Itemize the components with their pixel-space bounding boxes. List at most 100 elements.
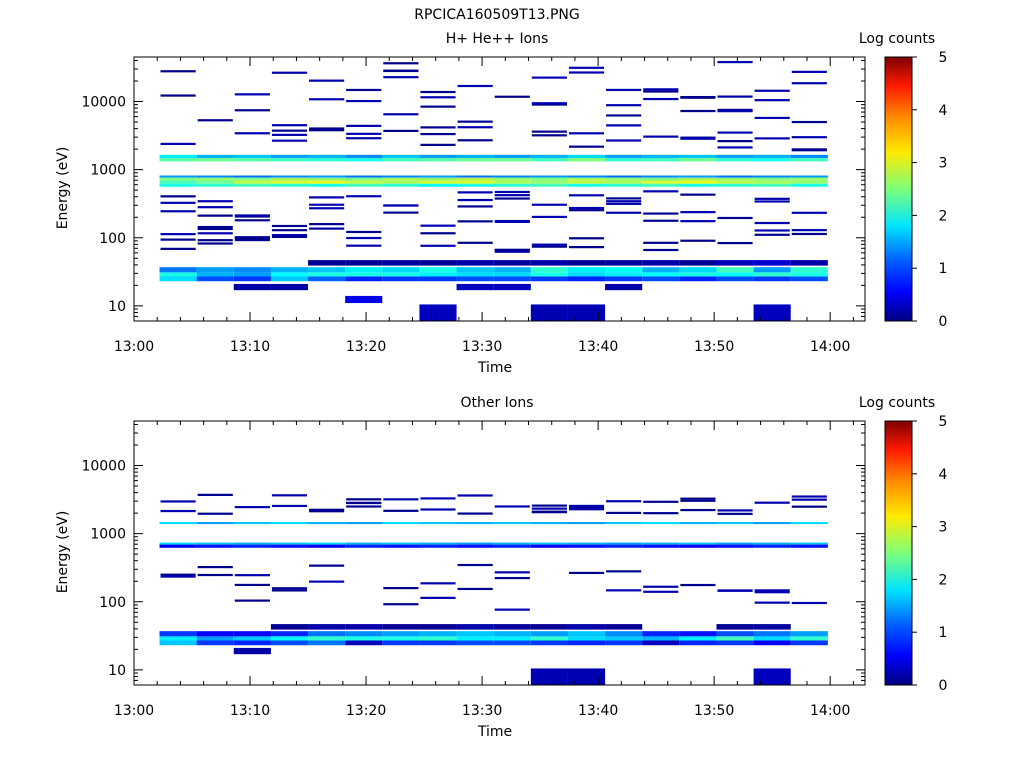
spectrogram-cell <box>493 175 531 178</box>
count-speckle <box>643 190 679 193</box>
spectrogram-cell <box>196 522 234 525</box>
count-speckle <box>791 495 827 498</box>
spectrogram-cell <box>642 544 680 548</box>
count-speckle <box>717 108 753 112</box>
count-speckle <box>420 596 456 599</box>
count-speckle <box>346 124 382 127</box>
spectrogram-cell <box>493 180 531 184</box>
spectrogram-cell <box>567 158 606 162</box>
spectrogram-cell <box>753 267 791 273</box>
spectrogram-cell <box>530 544 568 548</box>
count-speckle <box>568 194 605 197</box>
spectrogram-cell <box>233 640 271 646</box>
count-speckle <box>791 120 827 124</box>
spectrogram-cell <box>605 260 643 266</box>
spectrogram-cell <box>790 522 828 525</box>
spectrogram-cell <box>345 295 383 304</box>
spectrogram-cell <box>716 272 754 277</box>
count-speckle <box>160 509 196 513</box>
spectrogram-cell <box>642 631 680 637</box>
spectrogram-cell <box>196 175 234 178</box>
spectrogram-cell <box>382 267 420 273</box>
spectrogram-cell <box>233 267 271 273</box>
count-speckle <box>346 132 382 135</box>
count-speckle <box>309 127 345 130</box>
spectrogram-cell <box>605 272 643 277</box>
spectrogram-cell <box>196 636 234 641</box>
count-speckle <box>420 497 456 500</box>
count-speckle <box>494 576 530 580</box>
spectrogram-cell <box>753 544 791 548</box>
spectrogram-cell <box>456 276 494 282</box>
spectrogram-cell <box>716 180 754 184</box>
spectrogram-cell <box>642 542 680 545</box>
spectrogram-cell <box>456 272 494 277</box>
count-speckle <box>346 230 382 234</box>
spectrogram-cell <box>605 631 643 637</box>
count-speckle <box>234 599 270 602</box>
spectrogram-cell <box>270 283 309 291</box>
spectrogram-cell <box>196 154 234 159</box>
spectrogram-cell <box>530 640 568 646</box>
spectrogram-cell <box>419 304 457 321</box>
spectrogram-cell <box>345 542 383 545</box>
spectrogram-cell <box>605 175 643 178</box>
spectrogram-cell <box>456 522 494 525</box>
spectrogram-cell <box>456 631 494 637</box>
spectrogram-cell <box>419 154 457 159</box>
spectrogram-cell <box>196 267 234 273</box>
spectrogram-cell <box>419 180 457 184</box>
count-speckle <box>160 70 196 73</box>
spectrogram-cell <box>419 272 457 277</box>
spectrogram-cell <box>530 267 568 273</box>
spectrogram-cell <box>382 175 420 178</box>
count-speckle <box>494 197 530 200</box>
spectrogram-cell <box>345 522 383 525</box>
count-speckle <box>160 233 196 236</box>
spectrogram-cell <box>753 272 791 277</box>
spectrogram-cell <box>567 183 606 187</box>
spectrogram-cell <box>196 544 234 548</box>
spectrogram-cell <box>159 183 197 187</box>
spectrogram-cell <box>345 183 383 187</box>
spectrogram-cell <box>159 175 197 178</box>
x-axis-label: Time <box>477 724 512 740</box>
count-speckle <box>754 89 790 92</box>
count-speckle <box>197 225 233 229</box>
count-speckle <box>754 197 790 200</box>
count-speckle <box>457 220 493 223</box>
count-speckle <box>754 589 790 592</box>
spectrogram-cell <box>530 158 568 162</box>
count-speckle <box>234 583 270 587</box>
spectrogram-cell <box>456 183 494 187</box>
spectrogram-cell <box>530 272 568 277</box>
count-speckle <box>420 132 456 136</box>
spectrogram-cell <box>493 272 531 277</box>
spectrogram-cell <box>753 158 791 162</box>
spectrogram-cell <box>493 158 531 162</box>
spectrogram-cell <box>753 640 791 646</box>
spectrogram-cell <box>419 183 457 187</box>
spectrogram-cell <box>196 158 234 162</box>
spectrogram-cell <box>382 177 420 181</box>
count-speckle <box>346 236 382 240</box>
x-tick-label: 13:50 <box>694 703 734 719</box>
spectrogram-cell <box>567 522 606 525</box>
count-speckle <box>160 94 196 97</box>
x-tick-label: 13:00 <box>114 703 154 719</box>
spectrogram-cell <box>493 283 531 291</box>
colorbar-tick-label: 1 <box>939 261 948 277</box>
spectrogram-cell <box>419 544 457 548</box>
count-speckle <box>271 71 308 74</box>
count-speckle <box>606 197 642 200</box>
y-axis-label: Energy (eV) <box>55 511 71 594</box>
spectrogram-cell <box>642 183 680 187</box>
spectrogram-cell <box>679 158 717 162</box>
count-speckle <box>680 497 716 500</box>
spectrogram-cell <box>196 177 234 181</box>
spectrogram-cell <box>790 272 828 277</box>
count-speckle <box>717 140 753 143</box>
count-speckle <box>494 190 530 194</box>
spectrogram-cell <box>530 276 568 282</box>
count-speckle <box>606 500 642 503</box>
